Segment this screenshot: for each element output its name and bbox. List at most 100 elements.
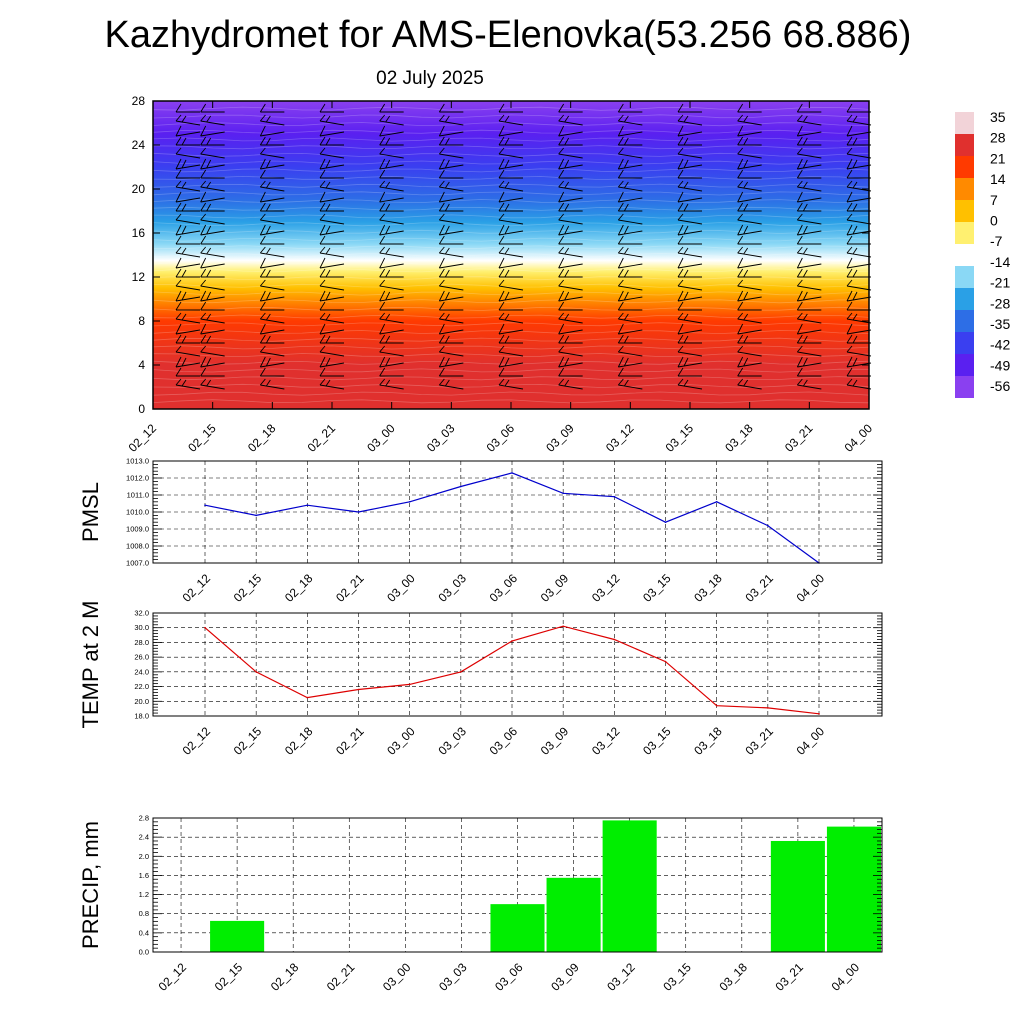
- wind-barb-flag: [175, 246, 182, 254]
- wind-barb-flag: [319, 323, 326, 335]
- contour-line: [152, 337, 870, 342]
- wind-barb-flag: [558, 125, 565, 137]
- wind-barb-flag: [438, 136, 445, 146]
- wind-barb-shaft: [175, 120, 201, 126]
- wind-barb-flag: [379, 378, 386, 386]
- wind-barb-flag: [504, 137, 510, 146]
- wind-barb-flag: [677, 268, 684, 278]
- y-tick-label: 0: [138, 402, 145, 416]
- y-tick-label: 30.0: [134, 623, 149, 632]
- wind-barb-flag: [617, 224, 624, 236]
- wind-barb-flag: [265, 247, 271, 255]
- colorbar-label: 7: [990, 192, 998, 208]
- wind-barb-flag: [175, 279, 182, 287]
- x-tick-label: 03_09: [548, 960, 582, 994]
- wind-barb-flag: [802, 137, 808, 146]
- wind-barb-shaft: [737, 263, 762, 269]
- wind-barb-shaft: [677, 186, 703, 192]
- wind-barb-flag: [265, 137, 271, 146]
- wind-barb-flag: [846, 158, 853, 170]
- y-tick-label: 0.8: [139, 909, 149, 918]
- wind-barb-flag: [558, 257, 565, 269]
- contour-line: [152, 152, 870, 157]
- wind-barb-shaft: [677, 351, 703, 357]
- wind-barb-flag: [564, 137, 570, 146]
- wind-barb-flag: [200, 323, 207, 335]
- wind-barb-flag: [444, 379, 450, 387]
- wind-barb-flag: [737, 367, 744, 377]
- wind-barb-flag: [379, 114, 386, 122]
- x-tick-label: 02_15: [185, 421, 219, 455]
- x-tick-label: 03_18: [716, 960, 750, 994]
- wind-barb-flag: [617, 114, 624, 122]
- wind-barb-flag: [444, 115, 450, 123]
- wind-barb-flag: [564, 313, 570, 321]
- wind-barb-flag: [181, 335, 187, 344]
- wind-barb-flag: [259, 279, 266, 287]
- wind-barb-flag: [802, 181, 808, 189]
- colorbar-label: 14: [990, 171, 1006, 187]
- wind-barb-shaft: [498, 384, 524, 390]
- x-tick-label: 04_00: [794, 571, 828, 605]
- wind-barb-flag: [677, 312, 684, 320]
- wind-barb-flag: [200, 268, 207, 278]
- wind-barb-flag: [796, 356, 803, 368]
- y-tick-label: 16: [132, 226, 146, 240]
- wind-barb-flag: [677, 290, 684, 302]
- contour-line: [152, 137, 870, 142]
- pmsl-point: [613, 495, 616, 498]
- wind-barb-flag: [379, 235, 386, 245]
- x-tick-label: 02_15: [231, 724, 265, 758]
- contour-line: [152, 322, 870, 327]
- wind-barb-flag: [802, 159, 808, 169]
- wind-barb-shaft: [379, 131, 404, 137]
- wind-barb-flag: [564, 335, 570, 344]
- wind-barb-flag: [200, 191, 207, 203]
- wind-barb-flag: [683, 269, 689, 278]
- wind-barb-flag: [200, 147, 207, 155]
- wind-barb-flag: [623, 291, 629, 301]
- wind-barb-shaft: [737, 296, 762, 302]
- wind-barb-flag: [796, 279, 803, 287]
- temp-point: [818, 712, 820, 715]
- wind-barb-shaft: [498, 197, 524, 203]
- wind-barb-flag: [558, 345, 565, 353]
- wind-barb-flag: [175, 136, 182, 146]
- wind-barb-shaft: [260, 285, 285, 291]
- wind-barb-flag: [265, 225, 271, 235]
- temp-panel: 18.0 20.0 22.0 24.0 26.0 28.0 30.0 32.0 02_12 02_…: [78, 601, 883, 758]
- wind-barb-flag: [737, 334, 744, 344]
- wind-barb-shaft: [200, 120, 225, 126]
- wind-barb-flag: [200, 290, 207, 302]
- wind-barb-flag: [796, 158, 803, 170]
- wind-barb-shaft: [737, 318, 762, 324]
- wind-barb-shaft: [846, 296, 872, 302]
- wind-barb-flag: [175, 169, 182, 179]
- contour-line: [152, 183, 870, 188]
- x-tick-label: 03_18: [722, 421, 756, 455]
- wind-barb-flag: [846, 169, 853, 179]
- colorbar-label: 35: [990, 109, 1006, 125]
- wind-barb-flag: [265, 335, 271, 344]
- wind-barb-shaft: [379, 384, 404, 390]
- wind-barb-shaft: [558, 153, 583, 159]
- wind-barb-flag: [677, 125, 684, 137]
- wind-barb-flag: [846, 235, 853, 245]
- x-tick-label: 02_15: [231, 571, 265, 605]
- wind-barb-shaft: [439, 362, 464, 368]
- wind-barb-flag: [379, 147, 386, 155]
- wind-barb-flag: [737, 345, 744, 353]
- wind-barb-flag: [175, 202, 182, 212]
- wind-barb-flag: [846, 103, 853, 113]
- wind-barb-flag: [498, 158, 505, 170]
- wind-barb-flag: [385, 335, 391, 344]
- pmsl-point: [306, 504, 309, 507]
- wind-barb-flag: [737, 136, 744, 146]
- wind-barb-flag: [617, 158, 624, 170]
- wind-barb-flag: [259, 323, 266, 335]
- wind-barb-shaft: [498, 186, 524, 192]
- wind-barb-flag: [206, 313, 212, 321]
- wind-barb-shaft: [319, 197, 345, 203]
- wind-barb-shaft: [737, 285, 762, 291]
- wind-barb-flag: [683, 159, 689, 169]
